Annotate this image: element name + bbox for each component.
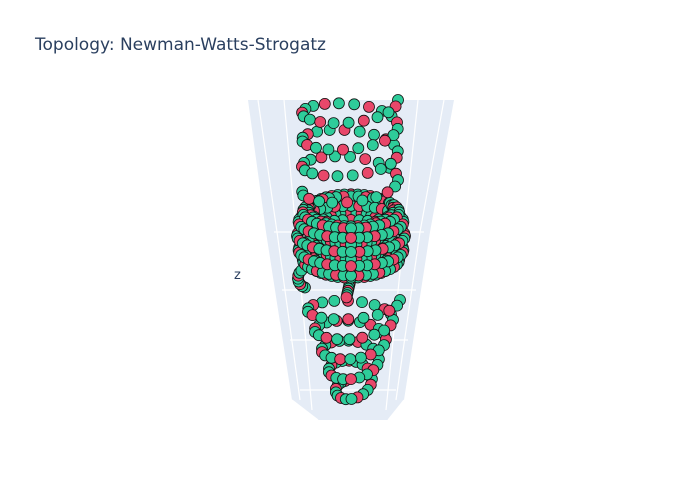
grid-line xyxy=(419,99,445,233)
data-point xyxy=(344,353,357,366)
data-point xyxy=(378,324,391,337)
data-point xyxy=(381,186,394,199)
data-point xyxy=(356,296,368,309)
data-point xyxy=(368,328,381,341)
data-point xyxy=(363,101,375,113)
grid-line xyxy=(291,399,319,421)
data-point xyxy=(310,141,322,154)
data-point xyxy=(366,139,379,152)
data-point xyxy=(332,97,345,110)
data-point xyxy=(306,167,319,180)
data-point xyxy=(315,311,328,324)
data-point xyxy=(331,333,344,346)
data-point xyxy=(345,246,357,258)
grid-line xyxy=(283,99,297,233)
data-point xyxy=(343,333,356,346)
data-point xyxy=(364,348,377,361)
data-point xyxy=(326,196,339,209)
grid-line xyxy=(276,231,301,401)
data-point xyxy=(368,128,380,141)
data-point xyxy=(317,169,330,182)
data-point xyxy=(337,143,349,156)
points-layer xyxy=(291,94,411,406)
data-point xyxy=(313,195,326,208)
data-point xyxy=(340,291,353,304)
data-point xyxy=(342,313,355,326)
data-point xyxy=(382,106,395,119)
grid-line xyxy=(257,99,278,233)
data-point xyxy=(303,192,316,205)
data-point xyxy=(371,308,384,321)
data-point xyxy=(345,373,357,386)
data-point xyxy=(361,166,374,179)
data-point xyxy=(383,304,396,317)
data-point xyxy=(322,143,335,156)
data-point xyxy=(352,142,365,155)
data-point xyxy=(384,157,397,170)
data-point xyxy=(354,351,367,364)
data-point xyxy=(342,116,355,129)
data-point xyxy=(374,163,387,175)
data-point xyxy=(344,150,357,163)
data-point xyxy=(341,196,354,209)
data-point xyxy=(345,260,357,273)
grid-line xyxy=(387,399,405,421)
grid-line xyxy=(403,99,419,233)
data-point xyxy=(353,125,366,138)
data-point xyxy=(356,331,369,344)
data-point xyxy=(345,231,357,244)
data-point xyxy=(320,331,333,344)
data-point xyxy=(359,153,372,166)
data-point xyxy=(348,98,361,111)
data-point xyxy=(318,98,331,110)
data-point xyxy=(371,111,384,124)
scene-3d[interactable] xyxy=(248,94,454,421)
data-point xyxy=(357,311,370,324)
data-point xyxy=(368,299,381,311)
data-point xyxy=(345,393,358,405)
chart-title: Topology: Newman-Watts-Strogatz xyxy=(34,35,326,55)
data-point xyxy=(357,114,370,127)
data-point xyxy=(331,170,344,183)
data-point xyxy=(314,116,327,128)
grid-line xyxy=(395,231,421,401)
data-point xyxy=(327,313,340,326)
data-point xyxy=(378,134,391,147)
data-point xyxy=(327,117,340,129)
z-axis-label: z xyxy=(234,268,241,283)
data-point xyxy=(346,169,359,182)
data-point xyxy=(387,129,400,142)
data-point xyxy=(328,294,341,307)
data-point xyxy=(370,191,383,204)
data-point xyxy=(303,113,316,126)
data-point xyxy=(334,353,347,366)
data-point xyxy=(356,194,369,207)
